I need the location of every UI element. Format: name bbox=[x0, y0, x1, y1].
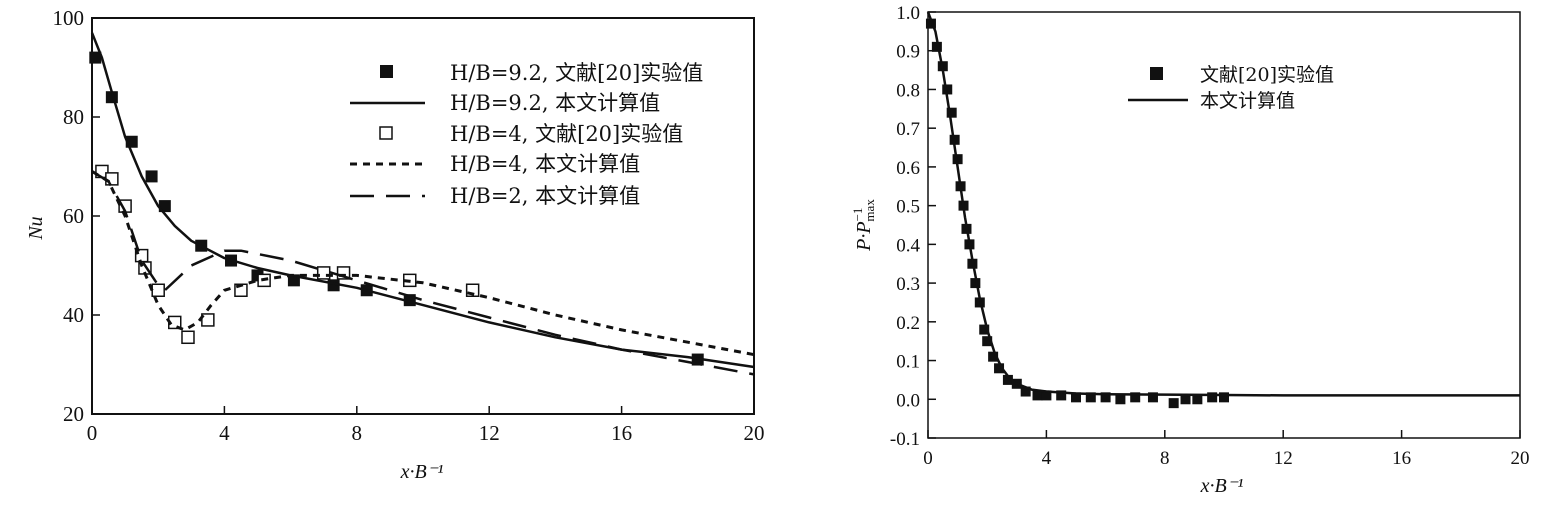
pressure-data-point bbox=[1115, 394, 1126, 405]
pressure-series-layer bbox=[925, 11, 1520, 409]
pressure-x-tick-label: 0 bbox=[923, 448, 933, 469]
nu-series-line-4 bbox=[91, 170, 755, 376]
pressure-data-point bbox=[1147, 392, 1158, 403]
pressure-data-point bbox=[1085, 392, 1096, 403]
pressure-data-point bbox=[1041, 390, 1052, 401]
pressure-y-tick-label: 0.4 bbox=[896, 235, 920, 256]
nu-x-tick-label: 0 bbox=[87, 421, 98, 445]
pressure-plot-frame bbox=[927, 11, 1521, 439]
nu-chart: 0 4 8 12 16 20 20 40 60 80 100 Nu x·B⁻¹ H/B=9.2, 文… bbox=[25, 6, 765, 483]
pressure-data-point bbox=[1168, 398, 1179, 409]
nu-series-line-1 bbox=[90, 32, 755, 369]
pressure-chart: 0 4 8 12 16 20 -0.1 0.0 0.1 0.2 0.3 0.4 0.5 0.6 0.7 0.8… bbox=[850, 3, 1530, 497]
pressure-y-tick-label: 0.1 bbox=[896, 352, 920, 373]
nu-data-point bbox=[145, 170, 158, 183]
pressure-data-point bbox=[1056, 390, 1067, 401]
nu-y-axis-title: Nu bbox=[25, 216, 47, 240]
pressure-data-point bbox=[946, 107, 957, 118]
nu-data-point bbox=[201, 313, 215, 327]
pressure-x-tick-label: 12 bbox=[1274, 448, 1293, 469]
pressure-data-point bbox=[1071, 392, 1081, 403]
pressure-y-tick-label: 0.3 bbox=[896, 274, 920, 295]
pressure-data-point bbox=[982, 336, 993, 347]
pressure-y-tick-label: 0.7 bbox=[896, 119, 920, 140]
pressure-data-point bbox=[1180, 394, 1191, 405]
pressure-data-point bbox=[1002, 374, 1013, 385]
nu-legend-marker-open bbox=[379, 126, 393, 140]
nu-x-tick-label: 16 bbox=[611, 421, 632, 445]
pressure-series-line-1 bbox=[926, 11, 1520, 397]
pressure-legend: 文献[20]实验值 本文计算值 bbox=[1128, 64, 1334, 112]
nu-y-tick-label: 60 bbox=[63, 204, 84, 228]
pressure-data-point bbox=[1130, 392, 1141, 403]
pressure-y-axis-title: P·P−1max bbox=[850, 199, 877, 252]
nu-x-tick-label: 12 bbox=[479, 421, 500, 445]
nu-data-point bbox=[316, 266, 331, 280]
pressure-x-tick-label: 20 bbox=[1511, 448, 1530, 469]
pressure-x-tick-label: 4 bbox=[1042, 448, 1052, 469]
nu-data-point bbox=[181, 330, 195, 345]
pressure-y-tick-label: 0.0 bbox=[896, 390, 920, 411]
pressure-data-point bbox=[1100, 392, 1111, 403]
nu-data-point bbox=[105, 172, 119, 186]
pressure-legend-label-0: 文献[20]实验值 bbox=[1200, 64, 1334, 86]
pressure-legend-label-1: 本文计算值 bbox=[1200, 90, 1295, 112]
pressure-data-point bbox=[942, 84, 953, 95]
pressure-data-point bbox=[1020, 386, 1031, 397]
pressure-y-tick-label: -0.1 bbox=[890, 429, 920, 450]
pressure-y-tick-label: 0.5 bbox=[896, 197, 920, 218]
pressure-y-tick-label: 0.2 bbox=[896, 313, 920, 334]
pressure-data-point bbox=[1219, 392, 1229, 403]
pressure-axis-ticks: 0 4 8 12 16 20 -0.1 0.0 0.1 0.2 0.3 0.4 0.5 0.6 0.7 0.8… bbox=[890, 3, 1530, 469]
pressure-data-point bbox=[994, 363, 1005, 374]
pressure-data-point bbox=[970, 278, 981, 289]
pressure-data-point bbox=[1032, 390, 1043, 401]
pressure-y-tick-label: 1.0 bbox=[896, 3, 920, 24]
pressure-data-point bbox=[1207, 392, 1218, 403]
nu-y-tick-label: 20 bbox=[63, 402, 84, 426]
pressure-y-tick-label: 0.9 bbox=[896, 42, 920, 63]
nu-data-point bbox=[89, 51, 102, 64]
nu-axis-ticks: 0 4 8 12 16 20 20 40 60 80 100 bbox=[53, 6, 765, 445]
nu-legend-label-0: H/B=9.2, 文献[20]实验值 bbox=[450, 61, 703, 85]
nu-legend-label-1: H/B=9.2, 本文计算值 bbox=[450, 91, 660, 115]
pressure-data-point bbox=[925, 18, 936, 29]
pressure-data-point bbox=[979, 324, 990, 335]
nu-series-line-3 bbox=[91, 170, 755, 357]
pressure-x-tick-label: 8 bbox=[1160, 448, 1170, 469]
pressure-y-tick-label: 0.6 bbox=[896, 158, 920, 179]
nu-series-layer bbox=[89, 32, 755, 376]
nu-legend-label-4: H/B=2, 本文计算值 bbox=[450, 184, 640, 208]
pressure-data-point bbox=[931, 41, 942, 52]
nu-y-tick-label: 80 bbox=[63, 105, 84, 129]
nu-x-axis-title: x·B⁻¹ bbox=[400, 461, 444, 483]
nu-legend-label-2: H/B=4, 文献[20]实验值 bbox=[450, 122, 683, 146]
nu-y-tick-label: 100 bbox=[53, 6, 85, 30]
pressure-legend-marker-filled bbox=[1150, 67, 1163, 80]
nu-x-tick-label: 8 bbox=[352, 421, 363, 445]
nu-x-tick-label: 20 bbox=[744, 421, 765, 445]
pressure-x-tick-label: 16 bbox=[1392, 448, 1411, 469]
nu-legend: H/B=9.2, 文献[20]实验值 H/B=9.2, 本文计算值 H/B=4,… bbox=[350, 61, 703, 208]
pressure-x-axis-title: x·B⁻¹ bbox=[1200, 475, 1244, 497]
nu-legend-label-3: H/B=4, 本文计算值 bbox=[450, 152, 640, 176]
pressure-y-tick-label: 0.8 bbox=[896, 80, 920, 101]
nu-y-tick-label: 40 bbox=[63, 303, 84, 327]
pressure-data-point bbox=[1192, 394, 1203, 405]
nu-legend-marker-filled bbox=[380, 65, 393, 78]
pressure-data-point bbox=[988, 351, 999, 362]
nu-data-point bbox=[151, 283, 165, 297]
nu-x-tick-label: 4 bbox=[219, 421, 230, 445]
